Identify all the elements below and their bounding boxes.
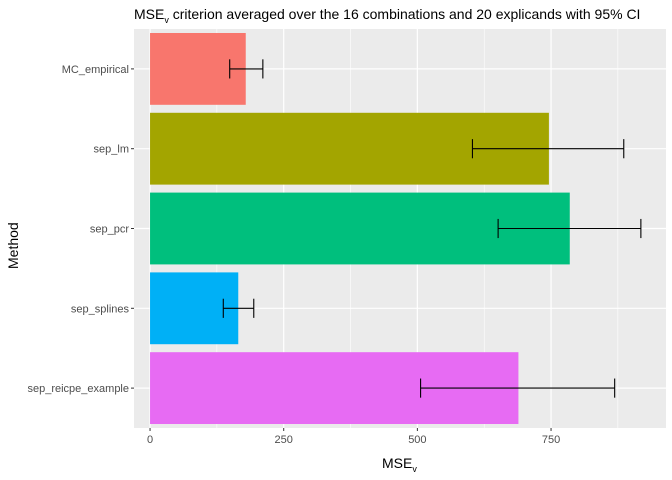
error-bar-sep_reicpe_example xyxy=(420,378,616,398)
x-axis-label: MSEv xyxy=(382,455,417,474)
x-tick-label: 750 xyxy=(542,434,560,446)
error-bar-sep_pcr xyxy=(497,218,642,239)
error-bar-MC_empirical xyxy=(229,59,264,79)
error-bar-sep_lm xyxy=(471,139,625,159)
error-bar-sep_splines xyxy=(222,298,255,318)
y-tick-label: sep_pcr xyxy=(90,224,129,236)
x-tick-label: 0 xyxy=(147,434,153,446)
x-tick-label: 250 xyxy=(275,434,293,446)
y-tick-label: sep_reicpe_example xyxy=(27,383,129,395)
y-tick-label: sep_splines xyxy=(71,303,130,315)
y-tick-label: sep_lm xyxy=(94,144,129,156)
y-tick-label: MC_empirical xyxy=(62,64,129,76)
chart-title: MSEv criterion averaged over the 16 comb… xyxy=(134,6,641,25)
x-tick-label: 500 xyxy=(408,434,426,446)
